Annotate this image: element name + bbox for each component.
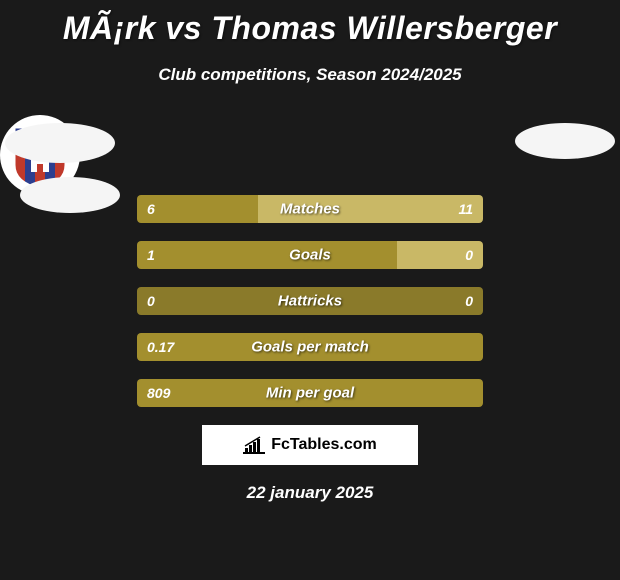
stat-row: Goals 1 0 (137, 241, 483, 269)
subtitle: Club competitions, Season 2024/2025 (0, 65, 620, 85)
player-left-avatar-placeholder-2 (20, 177, 120, 213)
stat-value-left: 0.17 (147, 339, 174, 355)
stat-row: Min per goal 809 (137, 379, 483, 407)
stat-value-right: 0 (465, 293, 473, 309)
stat-label: Matches (280, 201, 340, 218)
stat-value-left: 809 (147, 385, 170, 401)
stat-value-right: 0 (465, 247, 473, 263)
stat-row: Hattricks 0 0 (137, 287, 483, 315)
bar-chart-icon (243, 436, 265, 454)
comparison-bars: Matches 6 11 Goals 1 0 Hattricks 0 0 Goals per ma… (137, 195, 483, 407)
stat-label: Min per goal (266, 385, 354, 402)
stat-value-right: 11 (458, 201, 473, 217)
stat-bar-left (137, 241, 397, 269)
stat-value-left: 0 (147, 293, 155, 309)
stat-value-left: 6 (147, 201, 155, 217)
stat-bar-left (137, 195, 258, 223)
page-title: MÃ¡rk vs Thomas Willersberger (0, 10, 620, 47)
stat-row: Goals per match 0.17 (137, 333, 483, 361)
date-line: 22 january 2025 (0, 483, 620, 503)
stat-label: Hattricks (278, 293, 342, 310)
player-right-avatar-placeholder (515, 123, 615, 159)
player-left-avatar-placeholder-1 (5, 123, 115, 163)
stat-label: Goals (289, 247, 331, 264)
stat-row: Matches 6 11 (137, 195, 483, 223)
stat-value-left: 1 (147, 247, 155, 263)
comparison-card: MÃ¡rk vs Thomas Willersberger Club compe… (0, 0, 620, 503)
brand-name: FcTables.com (271, 436, 377, 454)
stats-area: VIDEOTON Matches611Goals10Hattricks00Goa… (0, 115, 620, 407)
brand-footer[interactable]: FcTables.com (202, 425, 418, 465)
stat-label: Goals per match (251, 339, 369, 356)
